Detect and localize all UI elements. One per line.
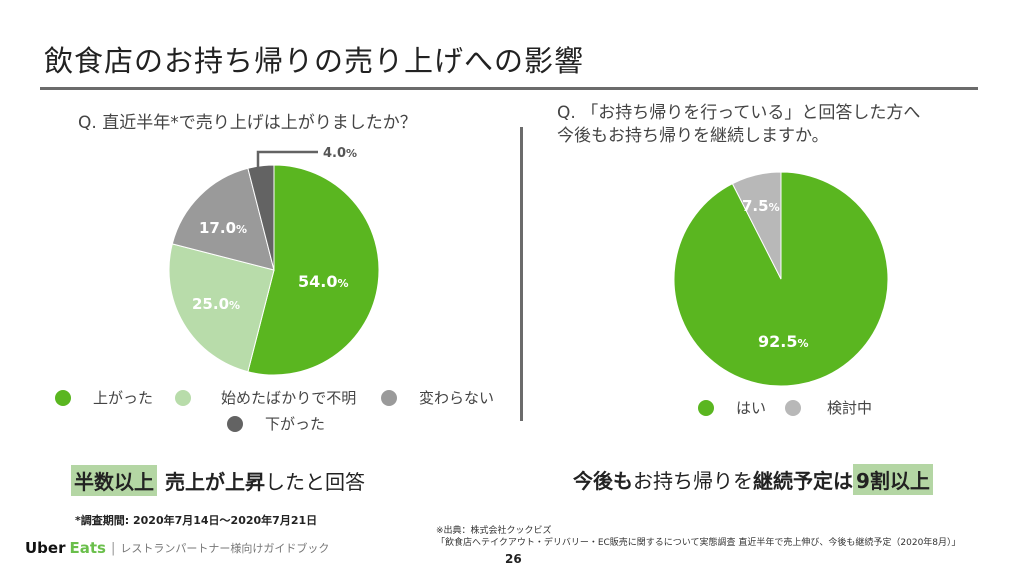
source-line-1: ※出典：株式会社クックビズ [436, 526, 552, 536]
slice-label: 54.0% [298, 272, 349, 291]
pie-slice [673, 171, 889, 387]
right-question: Q. 「お持ち帰りを行っている」と回答した方へ 今後もお持ち帰りを継続しますか。 [557, 102, 920, 148]
page-number: 26 [505, 552, 522, 566]
slice-label: 4.0% [323, 146, 357, 161]
leader-line [256, 150, 318, 169]
legend-dot-icon [55, 389, 71, 406]
source-citation: ※出典：株式会社クックビズ 「飲食店へテイクアウト・デリバリー・EC販売に関する… [436, 525, 961, 549]
right-summary: 今後も お持ち帰りを 継続予定は 9割以上 [573, 464, 933, 495]
brand-logo-eats: Eats [69, 539, 106, 557]
summary-text: したと回答 [265, 470, 365, 494]
summary-bold: 継続予定は [753, 469, 853, 493]
survey-period: *調査期間: 2020年7月14日～2020年7月21日 [75, 514, 318, 527]
left-pie-chart: 54.0% 25.0% 17.0% 4.0% [168, 146, 380, 376]
pie-slice [247, 164, 275, 271]
summary-bold: 今後も [573, 469, 633, 493]
summary-highlight: 半数以上 [71, 465, 157, 496]
legend-label: 変わらない [419, 389, 495, 407]
pie-slice [247, 164, 380, 376]
legend-dot-icon [698, 399, 714, 416]
legend-label: はい [736, 399, 767, 417]
vertical-divider [520, 127, 523, 421]
legend-label: 下がった [265, 415, 326, 433]
legend-item-considering: 検討中 [785, 397, 872, 418]
right-question-line-1: Q. 「お持ち帰りを行っている」と回答した方へ [557, 103, 921, 123]
legend-item-unchanged: 変わらない [381, 387, 494, 408]
pie-slice [168, 243, 275, 373]
legend-label: 検討中 [827, 399, 873, 417]
right-pie-chart: 92.5% 7.5% [673, 171, 889, 387]
legend-dot-icon [175, 389, 191, 406]
summary-bold: 売上が上昇 [165, 470, 265, 494]
right-question-line-2: 今後もお持ち帰りを継続しますか。 [557, 126, 829, 146]
legend-dot-icon [227, 415, 243, 432]
legend-item-up: 上がった [55, 387, 153, 408]
summary-highlight: 9割以上 [853, 464, 933, 495]
brand-footer: Uber Eats | レストランパートナー様向けガイドブック [25, 539, 329, 557]
slice-label: 7.5% [742, 197, 780, 215]
legend-item-down: 下がった [227, 413, 325, 434]
page-title: 飲食店のお持ち帰りの売り上げへの影響 [44, 44, 585, 78]
slice-label: 17.0% [199, 219, 247, 237]
legend-label: 始めたばかりで不明 [221, 389, 357, 407]
left-question: Q. 直近半年*で売り上げは上がりましたか？ [78, 113, 417, 133]
brand-logo-uber: Uber [25, 539, 66, 557]
slice-label: 92.5% [758, 332, 809, 351]
legend-dot-icon [785, 399, 801, 416]
slice-label: 25.0% [192, 295, 240, 313]
legend-item-unknown: 始めたばかりで不明 [175, 387, 356, 408]
summary-text: お持ち帰りを [633, 469, 753, 493]
brand-subtitle: レストランパートナー様向けガイドブック [120, 542, 330, 555]
legend-dot-icon [381, 389, 397, 406]
left-summary: 半数以上 売上が上昇 したと回答 [71, 465, 365, 496]
source-line-2: 「飲食店へテイクアウト・デリバリー・EC販売に関するについて実態調査 直近半年で… [436, 538, 961, 548]
pie-slice [171, 167, 275, 271]
pie-slice [731, 171, 782, 280]
title-underline [40, 87, 978, 90]
legend-label: 上がった [93, 389, 154, 407]
brand-separator: | [110, 540, 116, 556]
legend-item-yes: はい [698, 397, 766, 418]
